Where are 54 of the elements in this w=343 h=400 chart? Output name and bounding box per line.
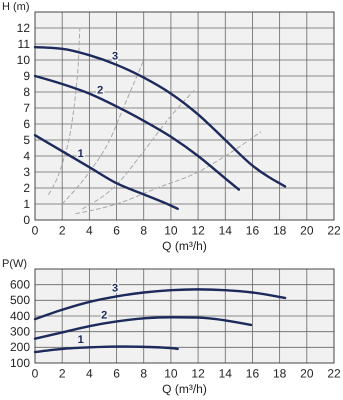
line-series	[34, 46, 286, 188]
y-tick-label: 10	[16, 52, 30, 67]
x-tick-label: 16	[246, 366, 260, 381]
series-label: 2	[101, 310, 108, 322]
x-tick-label: 20	[300, 224, 314, 238]
x-tick-label: 22	[327, 366, 341, 381]
y-tick-label: 12	[16, 20, 30, 35]
y-tick-label: 600	[10, 278, 30, 292]
y-axis-title: P(W)	[2, 258, 28, 270]
series-label: 1	[78, 334, 84, 346]
x-tick-label: 12	[191, 366, 206, 381]
y-tick-label: 300	[10, 324, 30, 339]
x-tick-label: 14	[218, 224, 232, 238]
line-series	[62, 60, 144, 204]
x-tick-label: 2	[58, 224, 66, 238]
y-tick-label: 400	[10, 308, 30, 323]
line-series	[75, 132, 262, 214]
x-tick-label: 20	[300, 366, 314, 381]
x-tick-label: 10	[164, 366, 178, 381]
x-tick-label: 4	[86, 366, 94, 381]
x-tick-label: 18	[272, 366, 287, 381]
y-tick-label: 7	[23, 100, 30, 115]
series-label: 1	[78, 148, 84, 160]
x-tick-label: 8	[140, 366, 148, 381]
y-tick-label: 5	[23, 132, 30, 147]
x-tick-label: 14	[218, 366, 232, 381]
y-tick-label: 100	[10, 356, 30, 370]
y-tick-label: 500	[10, 293, 30, 308]
y-tick-label: 11	[18, 36, 30, 51]
y-tick-label: 4	[23, 148, 30, 163]
y-tick-label: 9	[23, 68, 30, 83]
y-tick-label: 8	[23, 84, 30, 99]
y-axis-title: H (m)	[2, 1, 30, 13]
y-tick-label: 2	[23, 180, 30, 195]
x-axis-title: Q (m³/h)	[162, 239, 207, 253]
x-tick-label: 8	[140, 224, 148, 238]
y-tick-label: 1	[23, 196, 30, 211]
x-tick-label: 6	[113, 224, 120, 238]
y-tick-label: 6	[23, 116, 30, 131]
x-tick-label: 16	[246, 224, 260, 238]
x-tick-label: 22	[327, 224, 341, 238]
x-tick-label: 10	[164, 224, 178, 238]
x-tick-label: 4	[86, 224, 94, 238]
series-label: 2	[97, 84, 104, 97]
y-tick-label: 0	[23, 212, 30, 227]
x-tick-label: 12	[191, 224, 206, 238]
x-tick-label: 2	[58, 366, 66, 381]
x-axis-title: Q (m³/h)	[162, 382, 207, 396]
y-tick-label: 200	[10, 340, 30, 354]
x-tick-label: 18	[272, 224, 287, 238]
y-tick-label: 3	[23, 164, 30, 179]
line-series	[34, 134, 179, 210]
line-series	[34, 74, 240, 191]
x-tick-label: 6	[113, 366, 120, 381]
